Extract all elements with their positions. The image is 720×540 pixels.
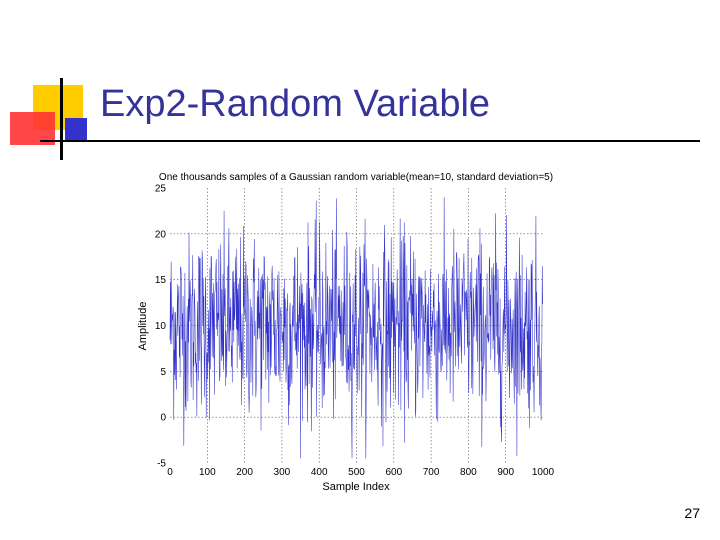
y-tick-label: 0 (160, 413, 166, 424)
chart-title: One thousands samples of a Gaussian rand… (159, 172, 553, 183)
slide-number: 27 (684, 505, 700, 521)
x-tick-label: 300 (274, 467, 291, 478)
y-tick-label: 10 (155, 321, 167, 332)
y-tick-label: 20 (155, 229, 167, 240)
x-tick-label: 600 (385, 467, 402, 478)
y-tick-label: 25 (155, 184, 167, 195)
x-tick-label: 700 (423, 467, 440, 478)
logo-red-square (10, 112, 55, 145)
x-tick-label: 400 (311, 467, 328, 478)
logo-blue-square (65, 118, 87, 140)
y-tick-label: 5 (160, 367, 166, 378)
chart-series-line (169, 197, 543, 459)
x-tick-label: 0 (167, 467, 173, 478)
x-tick-label: 800 (460, 467, 477, 478)
y-tick-label: -5 (157, 459, 166, 470)
x-axis-label: Sample Index (322, 481, 390, 493)
logo-horizontal-line (40, 140, 700, 142)
y-axis-label: Amplitude (137, 302, 149, 351)
x-tick-label: 200 (236, 467, 253, 478)
x-tick-label: 1000 (532, 467, 555, 478)
x-tick-label: 100 (199, 467, 216, 478)
logo-vertical-line (60, 78, 63, 160)
series-line (169, 197, 543, 459)
chart-axes: 0 100 200 300 400 500 600 700 800 900 100025201510… (155, 184, 555, 479)
x-tick-label: 500 (348, 467, 365, 478)
slide-title: Exp2-Random Variable (100, 83, 491, 125)
x-tick-label: 900 (497, 467, 514, 478)
y-tick-label: 15 (155, 275, 167, 286)
